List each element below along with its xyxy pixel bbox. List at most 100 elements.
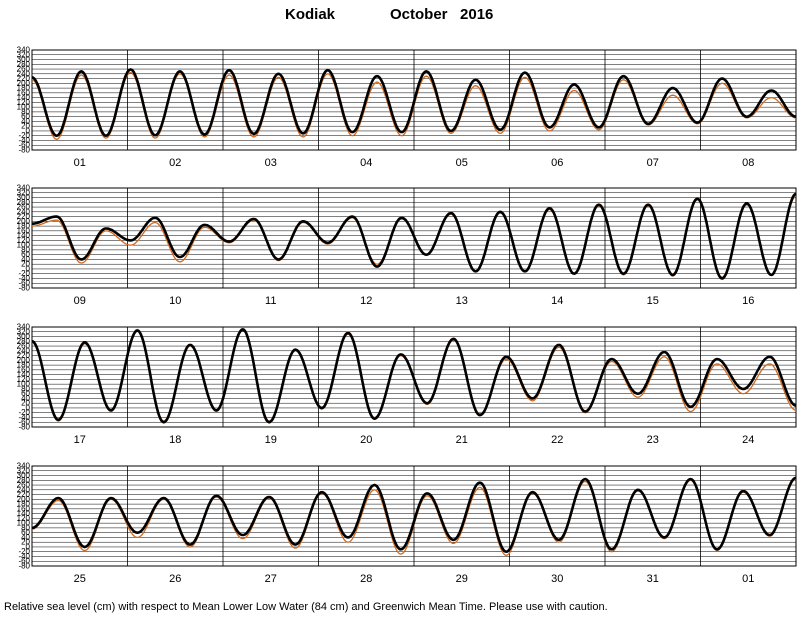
y-tick-label: 340 <box>17 323 31 332</box>
period-title: October 2016 <box>390 6 494 23</box>
day-label: 27 <box>265 573 277 585</box>
day-label: 19 <box>265 434 277 446</box>
day-label: 13 <box>456 295 468 307</box>
y-tick-label: 140 <box>17 231 31 240</box>
y-tick-label: -80 <box>18 423 30 432</box>
y-tick-label: 320 <box>17 188 31 197</box>
day-label: 21 <box>456 434 468 446</box>
day-label: 02 <box>169 157 181 169</box>
y-tick-label: -80 <box>18 562 30 571</box>
day-label: 04 <box>360 157 372 169</box>
y-tick-label: 40 <box>21 533 30 542</box>
y-tick-label: 220 <box>17 351 31 360</box>
day-label: 15 <box>647 295 659 307</box>
y-tick-label: 80 <box>21 523 30 532</box>
y-tick-label: -80 <box>18 284 30 293</box>
y-tick-label: 60 <box>21 389 30 398</box>
y-tick-label: 340 <box>17 462 31 471</box>
day-label: 06 <box>551 157 563 169</box>
y-tick-label: 240 <box>17 485 31 494</box>
y-tick-label: 160 <box>17 365 31 374</box>
y-tick-label: 100 <box>17 380 31 389</box>
y-tick-label: 280 <box>17 337 31 346</box>
y-tick-label: 0 <box>26 403 31 412</box>
y-tick-label: 320 <box>17 327 31 336</box>
y-tick-label: 160 <box>17 226 31 235</box>
y-tick-label: -40 <box>18 274 30 283</box>
y-tick-label: 80 <box>21 245 30 254</box>
y-tick-label: 80 <box>21 107 30 116</box>
y-tick-label: 180 <box>17 361 31 370</box>
y-tick-label: -20 <box>18 547 30 556</box>
y-tick-label: 0 <box>26 126 31 135</box>
y-tick-label: 120 <box>17 98 31 107</box>
y-tick-label: 40 <box>21 117 30 126</box>
y-tick-label: 240 <box>17 69 31 78</box>
y-tick-label: -20 <box>18 269 30 278</box>
day-label: 09 <box>74 295 86 307</box>
y-tick-label: 220 <box>17 212 31 221</box>
y-tick-label: 240 <box>17 346 31 355</box>
y-tick-label: 120 <box>17 514 31 523</box>
y-tick-label: 60 <box>21 528 30 537</box>
y-tick-label: 200 <box>17 79 31 88</box>
y-tick-label: 20 <box>21 260 30 269</box>
y-tick-label: -80 <box>18 146 30 155</box>
observed-tide-line <box>31 68 797 138</box>
y-tick-label: 120 <box>17 236 31 245</box>
y-tick-label: 160 <box>17 88 31 97</box>
y-tick-label: 100 <box>17 519 31 528</box>
day-label: 25 <box>74 573 86 585</box>
y-tick-label: 260 <box>17 481 31 490</box>
footer-note: Relative sea level (cm) with respect to … <box>4 601 608 613</box>
day-label: 12 <box>360 295 372 307</box>
day-label: 29 <box>456 573 468 585</box>
observed-tide-line <box>31 328 797 424</box>
y-tick-label: 100 <box>17 103 31 112</box>
y-tick-label: 200 <box>17 217 31 226</box>
y-tick-label: 260 <box>17 65 31 74</box>
day-label: 24 <box>742 434 754 446</box>
y-tick-label: 200 <box>17 495 31 504</box>
y-tick-label: 20 <box>21 122 30 131</box>
day-label: 07 <box>647 157 659 169</box>
day-label: 23 <box>647 434 659 446</box>
y-tick-label: 0 <box>26 542 31 551</box>
y-tick-label: 60 <box>21 112 30 121</box>
day-label: 17 <box>74 434 86 446</box>
y-tick-label: 20 <box>21 538 30 547</box>
y-tick-label: -40 <box>18 552 30 561</box>
y-tick-label: 100 <box>17 241 31 250</box>
y-tick-label: 320 <box>17 50 31 59</box>
y-tick-label: 140 <box>17 509 31 518</box>
y-tick-label: -20 <box>18 408 30 417</box>
day-label: 16 <box>742 295 754 307</box>
y-tick-label: 260 <box>17 342 31 351</box>
y-tick-label: 280 <box>17 476 31 485</box>
y-tick-label: 300 <box>17 193 31 202</box>
observed-tide-line <box>32 192 797 280</box>
station-title: Kodiak <box>285 6 336 23</box>
y-tick-label: 40 <box>21 394 30 403</box>
day-label: 05 <box>456 157 468 169</box>
day-label: 28 <box>360 573 372 585</box>
y-tick-label: 180 <box>17 84 31 93</box>
y-tick-label: 0 <box>26 264 31 273</box>
day-label: 08 <box>742 157 754 169</box>
y-tick-label: 280 <box>17 60 31 69</box>
y-tick-label: -20 <box>18 131 30 140</box>
y-tick-label: 180 <box>17 222 31 231</box>
y-tick-label: 180 <box>17 500 31 509</box>
y-tick-label: 160 <box>17 504 31 513</box>
y-tick-label: 200 <box>17 356 31 365</box>
day-label: 10 <box>169 295 181 307</box>
y-tick-label: 40 <box>21 255 30 264</box>
y-tick-label: 80 <box>21 384 30 393</box>
y-tick-label: 260 <box>17 203 31 212</box>
y-tick-label: 220 <box>17 74 31 83</box>
y-tick-label: -60 <box>18 557 30 566</box>
observed-tide-line <box>31 476 797 554</box>
day-label: 26 <box>169 573 181 585</box>
chart-header: Kodiak October 2016 <box>0 6 800 28</box>
